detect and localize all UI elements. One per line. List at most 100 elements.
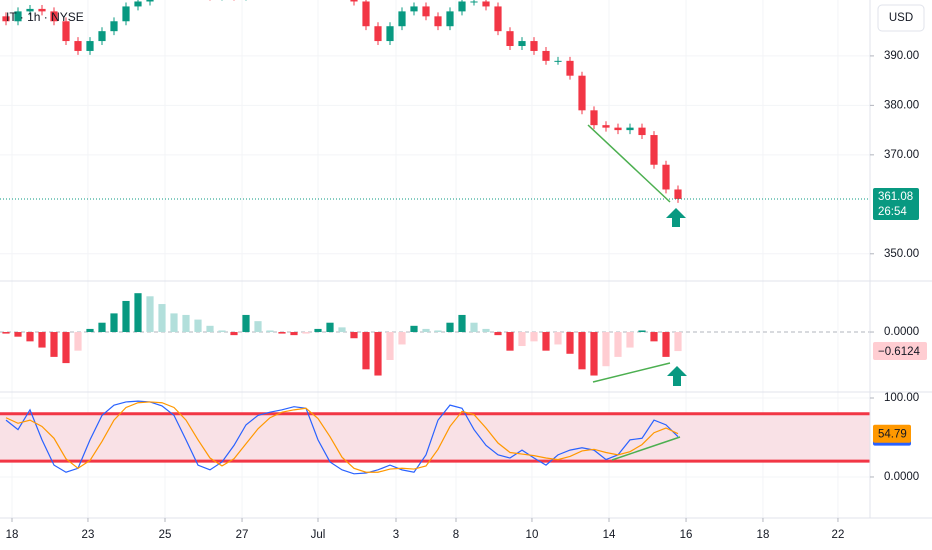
candle-body bbox=[650, 135, 658, 165]
candle-body bbox=[74, 41, 82, 51]
candle-body bbox=[410, 6, 418, 12]
histogram-bar bbox=[182, 314, 190, 333]
currency-label[interactable]: USD bbox=[889, 12, 913, 24]
candle-body bbox=[122, 6, 130, 22]
x-tick-label: 23 bbox=[82, 529, 95, 541]
histogram-bar bbox=[2, 332, 10, 334]
histogram-bar bbox=[230, 332, 238, 336]
x-tick-label: 22 bbox=[832, 529, 845, 541]
grid-layer bbox=[0, 0, 870, 518]
candle-body bbox=[86, 41, 94, 51]
candle-body bbox=[542, 50, 550, 61]
histogram-bar bbox=[398, 332, 406, 345]
candle-body bbox=[458, 1, 466, 12]
histogram-bar bbox=[38, 332, 46, 348]
arrow-up bbox=[667, 366, 687, 386]
axis-labels: 18 23 25 27 Jul 3 8 10 14 16 18 22 350.00 370.00 380.0… bbox=[6, 50, 927, 541]
x-tick-label: Jul bbox=[311, 529, 326, 541]
candle-body bbox=[14, 11, 22, 22]
y-tick-label: 0.0000 bbox=[884, 471, 919, 483]
histogram-pane bbox=[2, 293, 682, 376]
histogram-bar bbox=[242, 314, 250, 333]
y-tick-label: 370.00 bbox=[884, 149, 919, 161]
histogram-bar bbox=[98, 322, 106, 333]
x-tick-label: 27 bbox=[236, 529, 249, 541]
histogram-bar bbox=[566, 332, 574, 354]
candle-body bbox=[662, 164, 670, 190]
candle-body bbox=[590, 110, 598, 126]
histogram-bar bbox=[578, 332, 586, 370]
x-tick-label: 25 bbox=[159, 529, 172, 541]
last-price-label: 361.08 bbox=[878, 191, 913, 203]
histogram-bar bbox=[626, 332, 634, 348]
candle-body bbox=[530, 41, 538, 51]
x-tick-label: 18 bbox=[757, 529, 770, 541]
histogram-bar bbox=[26, 332, 34, 342]
candle-body bbox=[26, 8, 34, 12]
candle-body bbox=[50, 11, 58, 22]
x-tick-label: 16 bbox=[680, 529, 693, 541]
histogram-bar bbox=[50, 332, 58, 357]
histogram-bar bbox=[134, 293, 142, 333]
histogram-bar bbox=[62, 332, 70, 364]
oscillator-line bbox=[5, 401, 679, 473]
histogram-bar bbox=[362, 332, 370, 370]
histogram-bar bbox=[350, 332, 358, 339]
last-price-box bbox=[873, 187, 919, 220]
y-tick-label: 380.00 bbox=[884, 99, 919, 111]
candle-body bbox=[398, 11, 406, 27]
oscillator-line bbox=[5, 400, 679, 475]
histogram-bar bbox=[158, 304, 166, 333]
x-tick-label: 3 bbox=[393, 529, 399, 541]
countdown-label: 26:54 bbox=[878, 206, 907, 218]
histogram-bar bbox=[14, 332, 22, 337]
histogram-bar bbox=[422, 328, 430, 333]
histogram-bar bbox=[146, 296, 154, 333]
last-value-box bbox=[873, 342, 927, 361]
histogram-bar bbox=[662, 332, 670, 357]
candle-body bbox=[554, 60, 562, 62]
histogram-bar bbox=[206, 325, 214, 333]
candle-body bbox=[470, 1, 478, 3]
candle-body bbox=[518, 41, 526, 47]
candle-body bbox=[110, 21, 118, 32]
candle-body bbox=[98, 31, 106, 42]
candle-body bbox=[146, 0, 154, 2]
histogram-bar bbox=[374, 332, 382, 376]
histogram-bar bbox=[446, 322, 454, 333]
candle-body bbox=[638, 127, 646, 136]
histogram-bar bbox=[278, 332, 286, 334]
histogram-bar bbox=[674, 332, 682, 352]
arrow-up bbox=[666, 208, 686, 227]
histogram-bar bbox=[218, 330, 226, 333]
candle-body bbox=[602, 125, 610, 128]
histogram-bar bbox=[494, 332, 502, 336]
histogram-bar bbox=[86, 328, 94, 333]
candle-body bbox=[674, 189, 682, 199]
histogram-bar bbox=[506, 332, 514, 351]
currency-button[interactable] bbox=[877, 4, 925, 32]
histogram-bar bbox=[518, 332, 526, 347]
candle-body bbox=[2, 16, 10, 22]
candle-body bbox=[626, 127, 634, 131]
trend-line bbox=[587, 124, 671, 203]
candle-body bbox=[374, 26, 382, 42]
histogram-bar bbox=[266, 330, 274, 333]
histogram-bar bbox=[590, 332, 598, 376]
x-tick-label: 10 bbox=[526, 529, 539, 541]
histogram-bar bbox=[434, 330, 442, 333]
candle-body bbox=[422, 6, 430, 17]
histogram-bar bbox=[122, 300, 130, 333]
candle-body bbox=[506, 31, 514, 47]
candle-body bbox=[386, 26, 394, 42]
candle-body bbox=[62, 21, 70, 42]
histogram-bar bbox=[458, 314, 466, 333]
last-value-label: 54.79 bbox=[878, 429, 907, 441]
price-pane bbox=[0, 0, 870, 203]
candle-body bbox=[494, 6, 502, 32]
last-value-label: −0.6124 bbox=[878, 346, 920, 358]
histogram-bar bbox=[410, 325, 418, 333]
oscillator-pane bbox=[0, 400, 870, 475]
